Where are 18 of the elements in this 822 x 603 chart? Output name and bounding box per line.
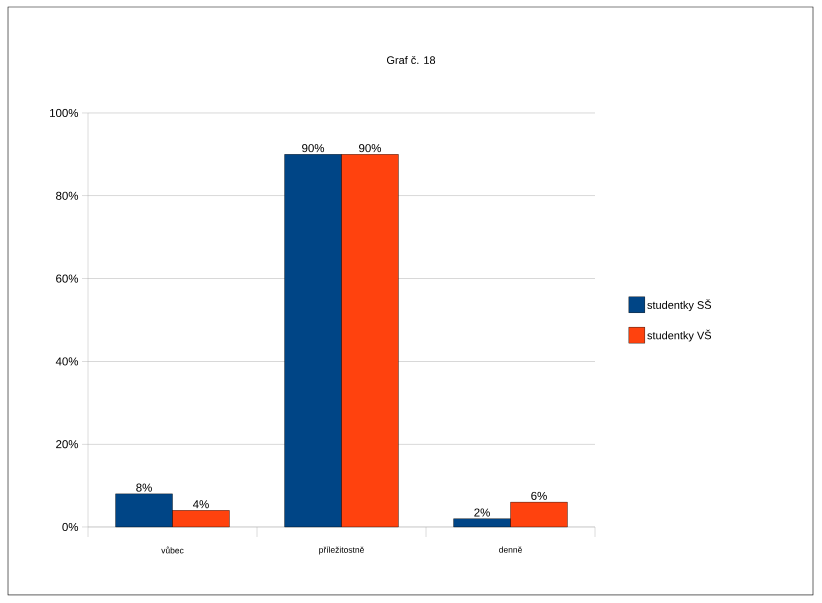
x-tick-label: příležitostně — [319, 546, 364, 554]
x-tick-label: vůbec — [161, 546, 184, 554]
legend-label: studentky VŠ — [647, 330, 712, 342]
y-tick-label: 80% — [56, 192, 78, 200]
x-tick-label: denně — [499, 546, 522, 553]
data-label: 2% — [474, 508, 490, 516]
y-tick-label: 40% — [56, 357, 78, 366]
data-label: 8% — [136, 484, 152, 492]
data-label: 90% — [302, 144, 324, 152]
data-label: 6% — [531, 492, 547, 500]
y-tick-label: 20% — [56, 440, 78, 448]
data-label: 4% — [192, 500, 209, 508]
legend-label: studentky SŠ — [647, 299, 712, 312]
data-label: 90% — [359, 144, 382, 152]
y-tick-label: 60% — [56, 274, 78, 283]
y-tick-label: 0% — [62, 522, 78, 532]
chart-title: Graf č. 18 — [386, 56, 436, 64]
y-tick-label: 100% — [50, 108, 78, 118]
